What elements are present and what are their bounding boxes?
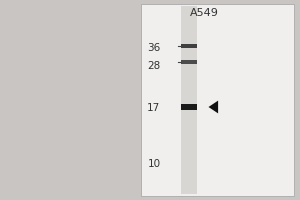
- Text: 28: 28: [147, 61, 161, 71]
- Bar: [181, 104, 197, 110]
- Text: A549: A549: [190, 8, 218, 18]
- Bar: [181, 44, 197, 48]
- Bar: [181, 6, 197, 194]
- Bar: [181, 60, 197, 64]
- Polygon shape: [208, 101, 218, 113]
- Text: 36: 36: [147, 43, 161, 53]
- Text: 10: 10: [147, 159, 161, 169]
- Bar: [141, 4, 294, 196]
- Text: 17: 17: [147, 103, 161, 113]
